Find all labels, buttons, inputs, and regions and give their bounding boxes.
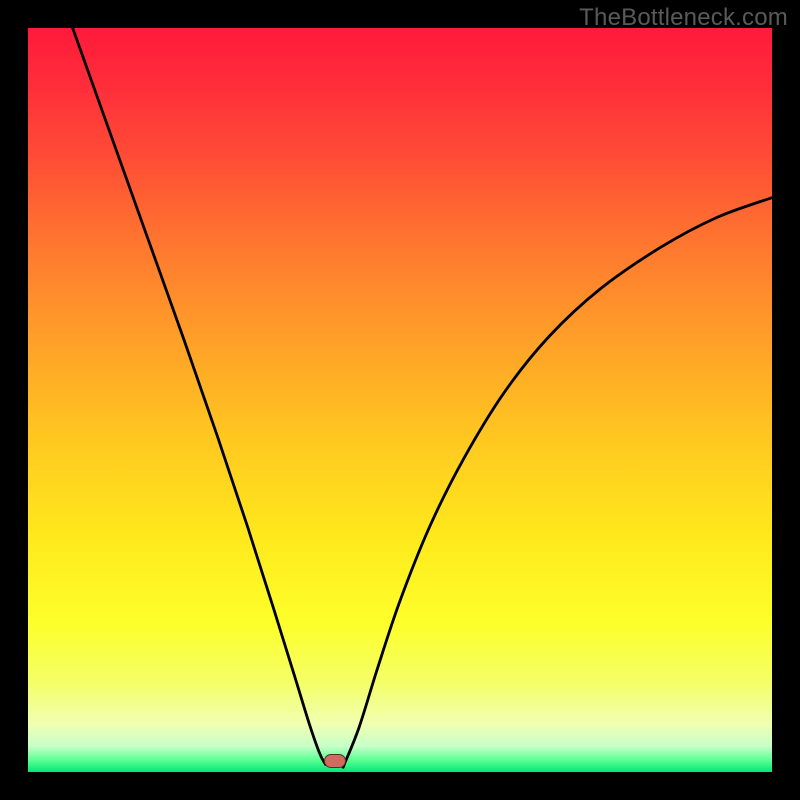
chart-frame: TheBottleneck.com bbox=[0, 0, 800, 800]
bottleneck-curve bbox=[28, 28, 772, 772]
optimum-marker bbox=[324, 754, 346, 768]
plot-area bbox=[28, 28, 772, 772]
